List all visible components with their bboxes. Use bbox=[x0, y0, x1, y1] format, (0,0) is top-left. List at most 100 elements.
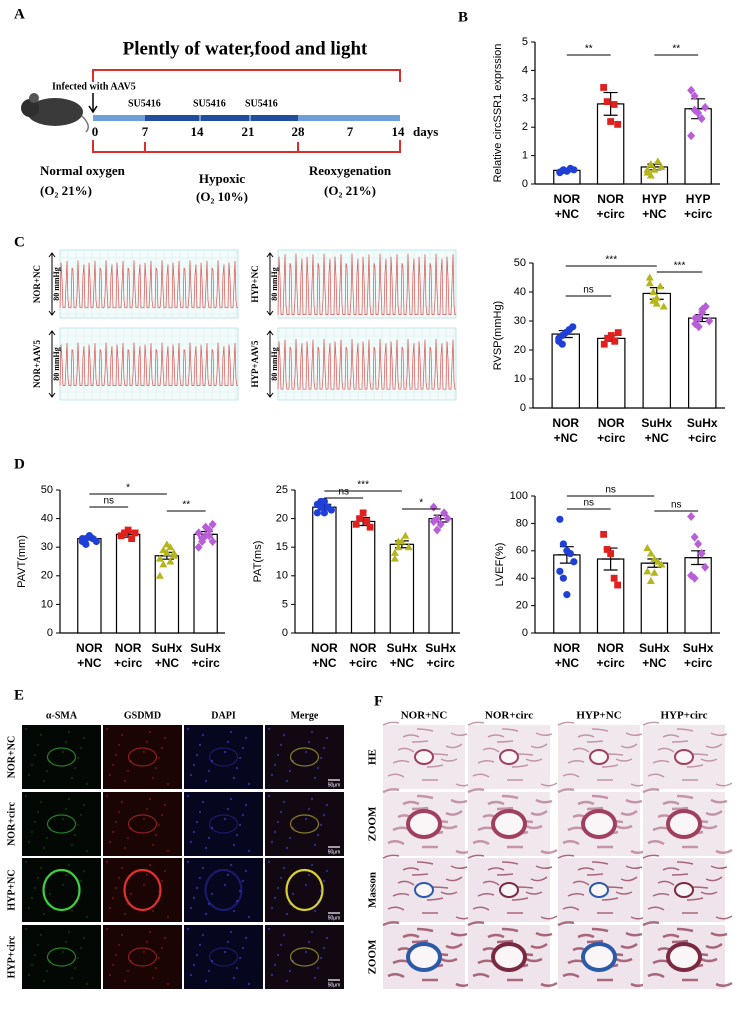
x-tick-label: +circ bbox=[426, 656, 455, 670]
cell-speck bbox=[229, 797, 233, 801]
cell-speck bbox=[279, 876, 283, 880]
tissue-strand bbox=[642, 788, 660, 794]
cell-speck bbox=[33, 753, 37, 757]
cell-speck bbox=[27, 773, 31, 777]
x-tick-label: SuHx bbox=[683, 641, 714, 655]
bar bbox=[684, 108, 712, 185]
cell-speck bbox=[229, 930, 233, 934]
cell-speck bbox=[166, 849, 170, 853]
cell-speck bbox=[244, 736, 248, 740]
tissue-strand bbox=[540, 782, 558, 787]
y-tick-label: 20 bbox=[516, 600, 528, 612]
panel-letter: B bbox=[458, 9, 468, 25]
data-point bbox=[390, 554, 399, 562]
tissue-strand bbox=[416, 927, 434, 933]
cell-speck bbox=[24, 927, 28, 931]
x-tick-label: SuHx bbox=[641, 416, 672, 430]
cell-speck bbox=[64, 807, 68, 811]
cell-speck bbox=[192, 963, 196, 967]
y-tick-label: 40 bbox=[514, 286, 526, 298]
tissue-strand bbox=[577, 734, 595, 738]
fluorescence-image bbox=[22, 792, 101, 856]
cell-speck bbox=[24, 860, 28, 864]
cell-speck bbox=[247, 915, 251, 919]
y-tick-label: 5 bbox=[522, 36, 528, 48]
cell-speck bbox=[42, 779, 46, 783]
cell-speck bbox=[108, 773, 112, 777]
cell-speck bbox=[30, 763, 34, 767]
x-tick-label: +circ bbox=[114, 656, 143, 670]
data-point bbox=[117, 532, 125, 540]
tissue-strand bbox=[416, 728, 434, 732]
phase-name: Reoxygenation bbox=[309, 163, 392, 178]
tissue-strand bbox=[426, 897, 444, 901]
cell-speck bbox=[285, 912, 289, 916]
data-point bbox=[555, 334, 563, 342]
data-point bbox=[159, 560, 168, 568]
tissue-strand bbox=[691, 886, 709, 889]
data-point bbox=[705, 316, 714, 326]
data-point bbox=[646, 171, 655, 179]
trace-frame bbox=[59, 327, 239, 401]
tissue-strand bbox=[620, 876, 638, 882]
tissue-strand bbox=[705, 809, 723, 816]
data-point bbox=[646, 549, 655, 557]
cell-speck bbox=[123, 846, 127, 850]
tissue-strand bbox=[477, 759, 495, 764]
data-point bbox=[566, 549, 574, 558]
data-point bbox=[643, 567, 652, 575]
cell-speck bbox=[189, 773, 193, 777]
tissue-strand bbox=[416, 794, 434, 800]
cell-speck bbox=[279, 810, 283, 814]
cell-speck bbox=[304, 750, 308, 754]
x-tick-label: +NC bbox=[77, 656, 102, 670]
cell-speck bbox=[64, 873, 68, 877]
cell-speck bbox=[247, 782, 251, 786]
tissue-strand bbox=[397, 747, 415, 753]
cell-speck bbox=[145, 940, 149, 944]
data-point bbox=[645, 273, 654, 281]
data-point bbox=[201, 522, 210, 532]
tissue-strand bbox=[450, 732, 468, 737]
bar bbox=[312, 506, 337, 634]
significance-label: *** bbox=[357, 480, 369, 491]
trace-scale: 80 mmHg bbox=[270, 267, 279, 301]
panel-letter: C bbox=[14, 234, 25, 250]
fluorescence-image bbox=[265, 725, 344, 789]
significance-label: ns bbox=[605, 485, 616, 496]
y-tick-label: 4 bbox=[522, 64, 528, 76]
day-label: 0 bbox=[92, 124, 99, 139]
tissue-strand bbox=[562, 840, 580, 846]
cell-speck bbox=[145, 740, 149, 744]
cell-speck bbox=[232, 909, 236, 913]
x-tick-label: HYP bbox=[642, 192, 667, 206]
cell-speck bbox=[117, 743, 121, 747]
x-tick-label: +NC bbox=[555, 207, 580, 221]
data-point bbox=[78, 535, 86, 543]
cell-speck bbox=[30, 896, 34, 900]
cell-speck bbox=[189, 906, 193, 910]
tissue-strand bbox=[647, 973, 665, 979]
data-point bbox=[128, 535, 136, 543]
cell-speck bbox=[82, 736, 86, 740]
x-tick-label: NOR bbox=[350, 641, 377, 655]
data-point bbox=[363, 518, 371, 525]
injection-arrow bbox=[88, 93, 98, 114]
tissue-strand bbox=[615, 891, 633, 895]
cell-speck bbox=[160, 746, 164, 750]
tissue-strand bbox=[715, 915, 733, 920]
y-tick-label: 10 bbox=[41, 598, 53, 610]
cell-speck bbox=[226, 940, 230, 944]
cell-speck bbox=[238, 823, 242, 827]
y-axis-label: RVSP(mmHg) bbox=[492, 301, 504, 370]
fluorescence-image bbox=[265, 792, 344, 856]
tissue-strand bbox=[671, 873, 689, 876]
cell-speck bbox=[126, 769, 130, 773]
cell-speck bbox=[154, 766, 158, 770]
tissue-strand bbox=[642, 921, 660, 927]
top-bracket bbox=[92, 69, 401, 82]
cell-speck bbox=[201, 866, 205, 870]
tissue-strand bbox=[676, 728, 694, 732]
cell-speck bbox=[111, 830, 115, 834]
data-point bbox=[646, 576, 655, 584]
